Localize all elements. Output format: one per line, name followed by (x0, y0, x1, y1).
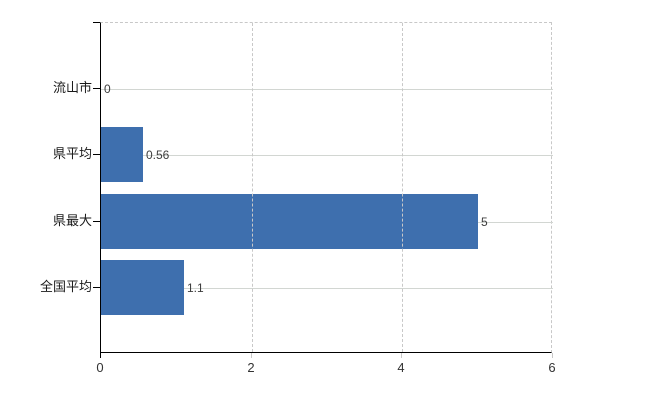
x-axis-tick-label: 0 (96, 360, 104, 375)
bar-県最大 (101, 194, 478, 249)
plot-area: 0 0.56 5 1.1 (100, 22, 553, 353)
x-axis-tick (552, 353, 553, 358)
horizontal-gridline (101, 155, 553, 156)
horizontal-gridline (101, 89, 553, 90)
value-label: 0.56 (146, 148, 170, 162)
x-axis-tick-label: 6 (548, 360, 556, 375)
x-axis-tick-label: 4 (397, 360, 405, 375)
x-axis-tick-label: 2 (247, 360, 255, 375)
value-label: 5 (481, 215, 488, 229)
category-tick (93, 221, 100, 222)
category-tick (93, 287, 100, 288)
vertical-gridline (252, 23, 253, 352)
category-label-流山市: 流山市 (52, 80, 92, 95)
category-tick (93, 88, 100, 89)
horizontal-gridline (101, 288, 553, 289)
x-axis-tick (100, 353, 101, 358)
x-axis-tick (251, 353, 252, 358)
value-label: 0 (104, 82, 111, 96)
x-axis-tick (401, 353, 402, 358)
value-label: 1.1 (187, 281, 204, 295)
bar-全国平均 (101, 260, 184, 315)
category-label-県最大: 県最大 (52, 213, 92, 228)
category-label-県平均: 県平均 (52, 146, 92, 161)
category-label-全国平均: 全国平均 (39, 279, 92, 294)
category-tick (93, 154, 100, 155)
axis-end-tick (93, 22, 100, 23)
bar-県平均 (101, 127, 143, 182)
vertical-gridline (402, 23, 403, 352)
